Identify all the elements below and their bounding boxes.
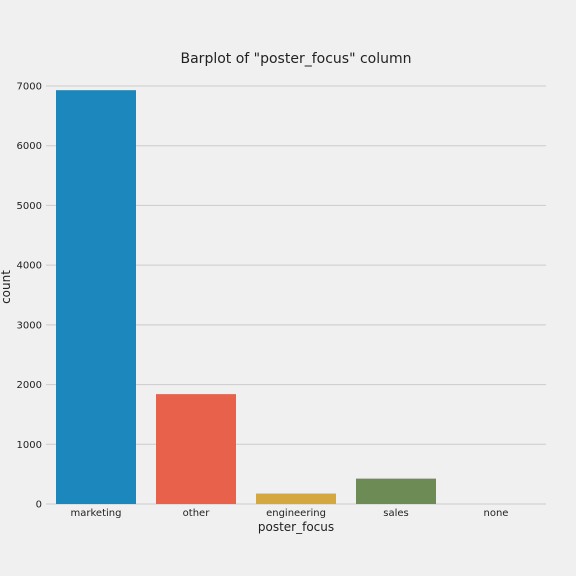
y-tick-label-6: 6000: [17, 141, 42, 152]
x-tick-label-marketing: marketing: [71, 508, 122, 519]
y-tick-label-3: 3000: [17, 320, 42, 331]
y-tick-label-2: 2000: [17, 380, 42, 391]
x-tick-label-engineering: engineering: [266, 508, 326, 519]
y-axis-label: count: [0, 270, 13, 304]
bar-engineering: [256, 493, 336, 504]
x-axis-label: poster_focus: [258, 520, 334, 534]
chart-title: Barplot of "poster_focus" column: [181, 51, 412, 67]
bars: [56, 90, 436, 505]
bar-other: [156, 394, 236, 504]
y-tick-label-1: 1000: [17, 440, 42, 451]
bar-sales: [356, 478, 436, 504]
x-tick-label-none: none: [484, 508, 509, 519]
x-tick-label-other: other: [183, 508, 211, 519]
x-tick-label-sales: sales: [383, 508, 408, 519]
y-tick-label-0: 0: [36, 500, 42, 511]
bar-marketing: [56, 90, 136, 505]
x-axis-ticks: marketing other engineering sales none: [71, 508, 509, 519]
y-axis-ticks: 0 1000 2000 3000 4000 5000 6000 7000: [17, 82, 42, 511]
y-tick-label-4: 4000: [17, 261, 42, 272]
y-tick-label-5: 5000: [17, 201, 42, 212]
y-tick-label-7: 7000: [17, 82, 42, 93]
